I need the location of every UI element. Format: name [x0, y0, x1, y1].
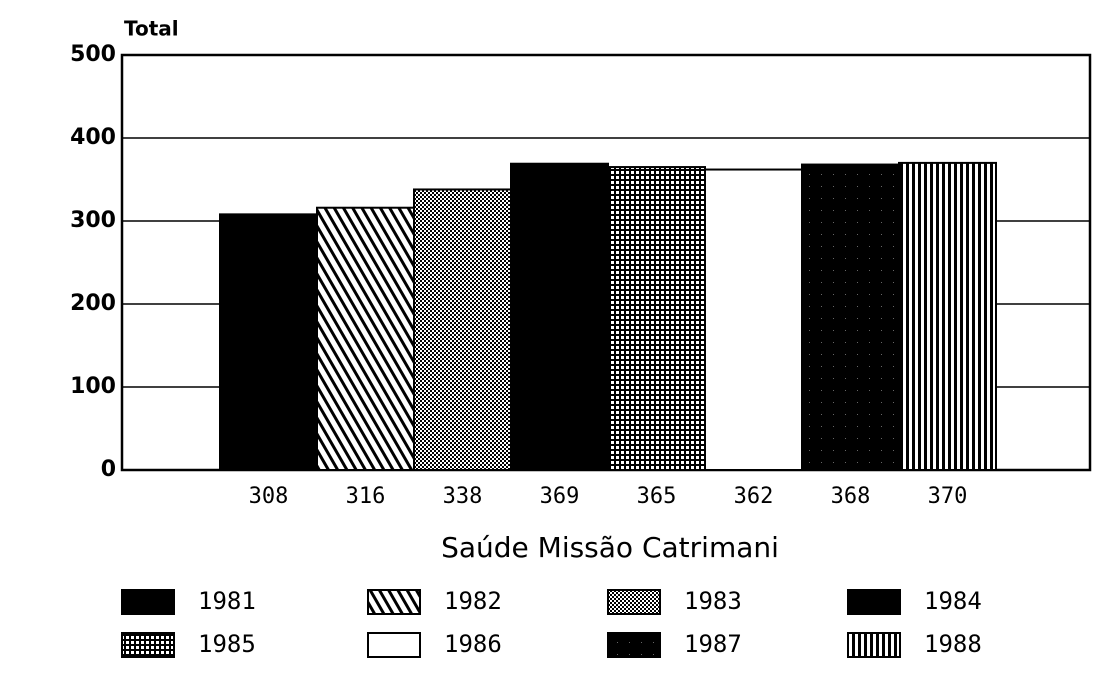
bar	[607, 166, 706, 472]
bar	[316, 206, 415, 471]
data-label: 370	[928, 484, 968, 509]
legend-label: 1982	[444, 587, 502, 615]
legend-swatch	[847, 589, 901, 615]
data-label: 362	[734, 484, 774, 509]
bar	[413, 188, 512, 472]
legend-swatch	[607, 632, 661, 658]
legend-label: 1986	[444, 630, 502, 658]
bar	[510, 162, 609, 471]
y-tick-label: 200	[70, 291, 116, 316]
y-tick-label: 400	[70, 125, 116, 150]
legend-label: 1987	[684, 630, 742, 658]
data-label: 369	[540, 484, 580, 509]
legend-label: 1985	[198, 630, 256, 658]
data-label: 365	[637, 484, 677, 509]
data-label: 316	[346, 484, 386, 509]
legend-label: 1981	[198, 587, 256, 615]
legend-label: 1988	[924, 630, 982, 658]
legend-swatch	[367, 589, 421, 615]
legend-swatch	[121, 589, 175, 615]
bar	[219, 213, 318, 471]
bar	[704, 168, 803, 471]
y-axis-title: Total	[124, 17, 179, 41]
y-tick-label: 100	[70, 374, 116, 399]
data-label: 368	[831, 484, 871, 509]
data-label: 338	[443, 484, 483, 509]
legend-label: 1983	[684, 587, 742, 615]
legend-swatch	[607, 589, 661, 615]
legend-swatch	[121, 632, 175, 658]
bar	[898, 161, 997, 471]
y-tick-label: 0	[101, 457, 116, 482]
data-label: 308	[249, 484, 289, 509]
y-tick-label: 500	[70, 42, 116, 67]
legend-label: 1984	[924, 587, 982, 615]
legend-swatch	[367, 632, 421, 658]
legend-swatch	[847, 632, 901, 658]
bar	[801, 163, 900, 471]
y-tick-label: 300	[70, 208, 116, 233]
x-axis-title: Saúde Missão Catrimani	[441, 531, 779, 564]
